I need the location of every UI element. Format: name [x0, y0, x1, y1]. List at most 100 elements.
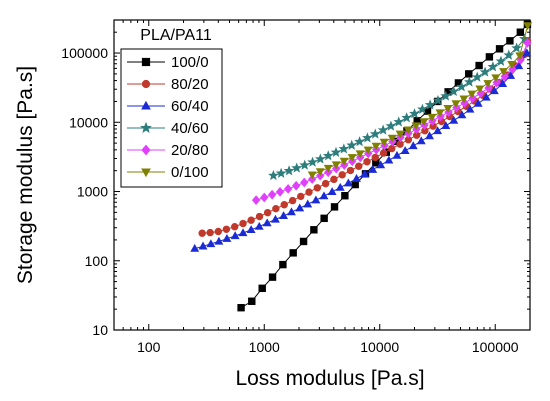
data-point [467, 90, 477, 99]
legend-marker [141, 100, 151, 110]
data-point [198, 241, 208, 250]
data-point [355, 150, 365, 159]
data-point [338, 143, 350, 154]
series-100-0 [237, 20, 532, 312]
data-point [481, 92, 491, 101]
data-point [331, 161, 341, 170]
data-point [263, 208, 272, 217]
data-point [346, 166, 355, 175]
y-tick-label: 1000 [77, 184, 108, 200]
data-point [320, 214, 328, 223]
data-point [369, 128, 381, 139]
data-point [506, 37, 514, 45]
data-point [468, 93, 477, 104]
y-tick-label: 10 [92, 322, 108, 338]
data-point [206, 228, 214, 237]
data-point [341, 192, 349, 200]
data-point [483, 80, 493, 88]
data-point [376, 160, 386, 169]
data-point [384, 155, 394, 164]
data-point [395, 130, 405, 139]
data-point [379, 149, 388, 157]
data-point [299, 237, 308, 246]
data-point [425, 131, 434, 140]
data-point [254, 221, 264, 230]
data-point [492, 77, 501, 88]
data-point [327, 187, 337, 196]
data-point [514, 61, 524, 70]
data-point [343, 178, 353, 187]
data-point [190, 243, 200, 252]
legend-marker [141, 79, 151, 89]
data-point [351, 180, 359, 189]
data-point [297, 192, 305, 201]
data-point [506, 71, 516, 79]
data-point [459, 95, 469, 104]
data-point [313, 184, 322, 192]
data-point [495, 45, 504, 53]
data-point [409, 108, 420, 119]
data-point [300, 177, 309, 188]
y-tick-label: 100 [85, 253, 109, 269]
data-point [222, 234, 232, 242]
data-point [507, 61, 517, 69]
data-point [346, 139, 358, 150]
data-point [379, 138, 389, 147]
data-point [360, 169, 370, 178]
data-point [465, 104, 475, 113]
data-point [363, 146, 373, 155]
data-point [239, 219, 247, 228]
data-point [432, 94, 444, 106]
data-point [420, 120, 429, 130]
data-point [247, 216, 255, 224]
data-point [237, 303, 245, 312]
x-tick-label: 10000 [360, 339, 399, 355]
data-point [230, 231, 240, 240]
data-point [440, 90, 452, 101]
series-80-20 [198, 37, 532, 237]
data-point [479, 66, 491, 77]
data-point [475, 85, 485, 94]
x-tick-label: 100000 [472, 339, 519, 355]
data-point [315, 153, 326, 164]
data-point [255, 212, 264, 221]
data-point [335, 182, 345, 191]
legend-entry-label: 0/100 [171, 164, 209, 181]
data-point [441, 121, 451, 129]
data-point [452, 102, 461, 113]
data-point [322, 150, 334, 161]
data-point [475, 61, 483, 70]
data-point [267, 189, 277, 200]
data-point [251, 195, 261, 206]
data-point [262, 218, 272, 227]
data-point [385, 120, 397, 131]
data-point [299, 159, 311, 170]
data-point [464, 76, 475, 87]
data-point [427, 113, 437, 122]
data-point [516, 28, 525, 36]
data-point [319, 191, 329, 200]
data-point [275, 167, 287, 178]
data-point [330, 146, 342, 157]
data-point [307, 156, 318, 167]
data-point [305, 188, 313, 196]
data-point [354, 136, 365, 147]
data-point [456, 81, 467, 92]
legend-marker [141, 57, 151, 67]
data-point [283, 165, 295, 176]
legend-title: PLA/PA11 [140, 27, 212, 44]
plot-series [190, 20, 533, 312]
y-tick-label: 100000 [61, 45, 108, 61]
data-point [355, 162, 363, 170]
data-point [198, 229, 206, 237]
data-point [523, 38, 532, 48]
data-point [471, 71, 483, 82]
x-tick-label: 1000 [249, 339, 280, 355]
series-0-100 [307, 22, 533, 180]
data-point [362, 132, 373, 143]
legend-entry-label: 20/80 [171, 142, 209, 159]
data-point [231, 223, 239, 231]
data-point [371, 142, 381, 151]
data-point [511, 42, 522, 53]
